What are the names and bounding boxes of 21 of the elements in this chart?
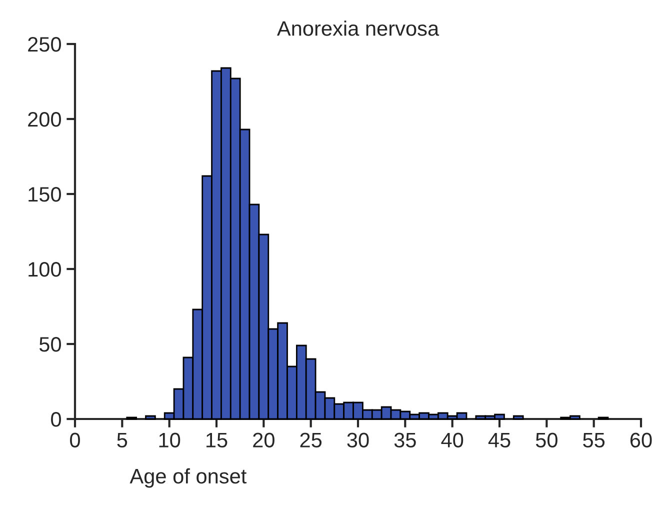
chart-title: Anorexia nervosa: [276, 20, 440, 36]
x-axis-title: Age of onset: [130, 468, 247, 488]
x-tick-label: 35: [394, 432, 416, 448]
x-tick-label: 10: [159, 432, 180, 448]
x-tick-label: 20: [253, 432, 274, 448]
y-tick-label: 100: [28, 262, 61, 277]
x-tick-label: 15: [206, 432, 228, 448]
y-tick-label: 200: [28, 112, 61, 127]
x-tick-label: 30: [347, 432, 369, 448]
x-tick-label: 55: [583, 432, 605, 448]
y-tick-label: 250: [28, 37, 61, 52]
y-tick-label: 50: [39, 337, 61, 352]
x-tick-label: 25: [300, 432, 322, 448]
x-tick-label: 60: [630, 432, 652, 448]
x-tick-label: 45: [488, 432, 510, 448]
y-tick-label: 0: [51, 412, 61, 427]
x-tick-label: 5: [117, 432, 128, 448]
x-tick-label: 0: [70, 432, 80, 448]
x-tick-label: 50: [536, 432, 558, 448]
x-tick-label: 40: [441, 432, 464, 448]
y-tick-label: 150: [28, 187, 61, 202]
